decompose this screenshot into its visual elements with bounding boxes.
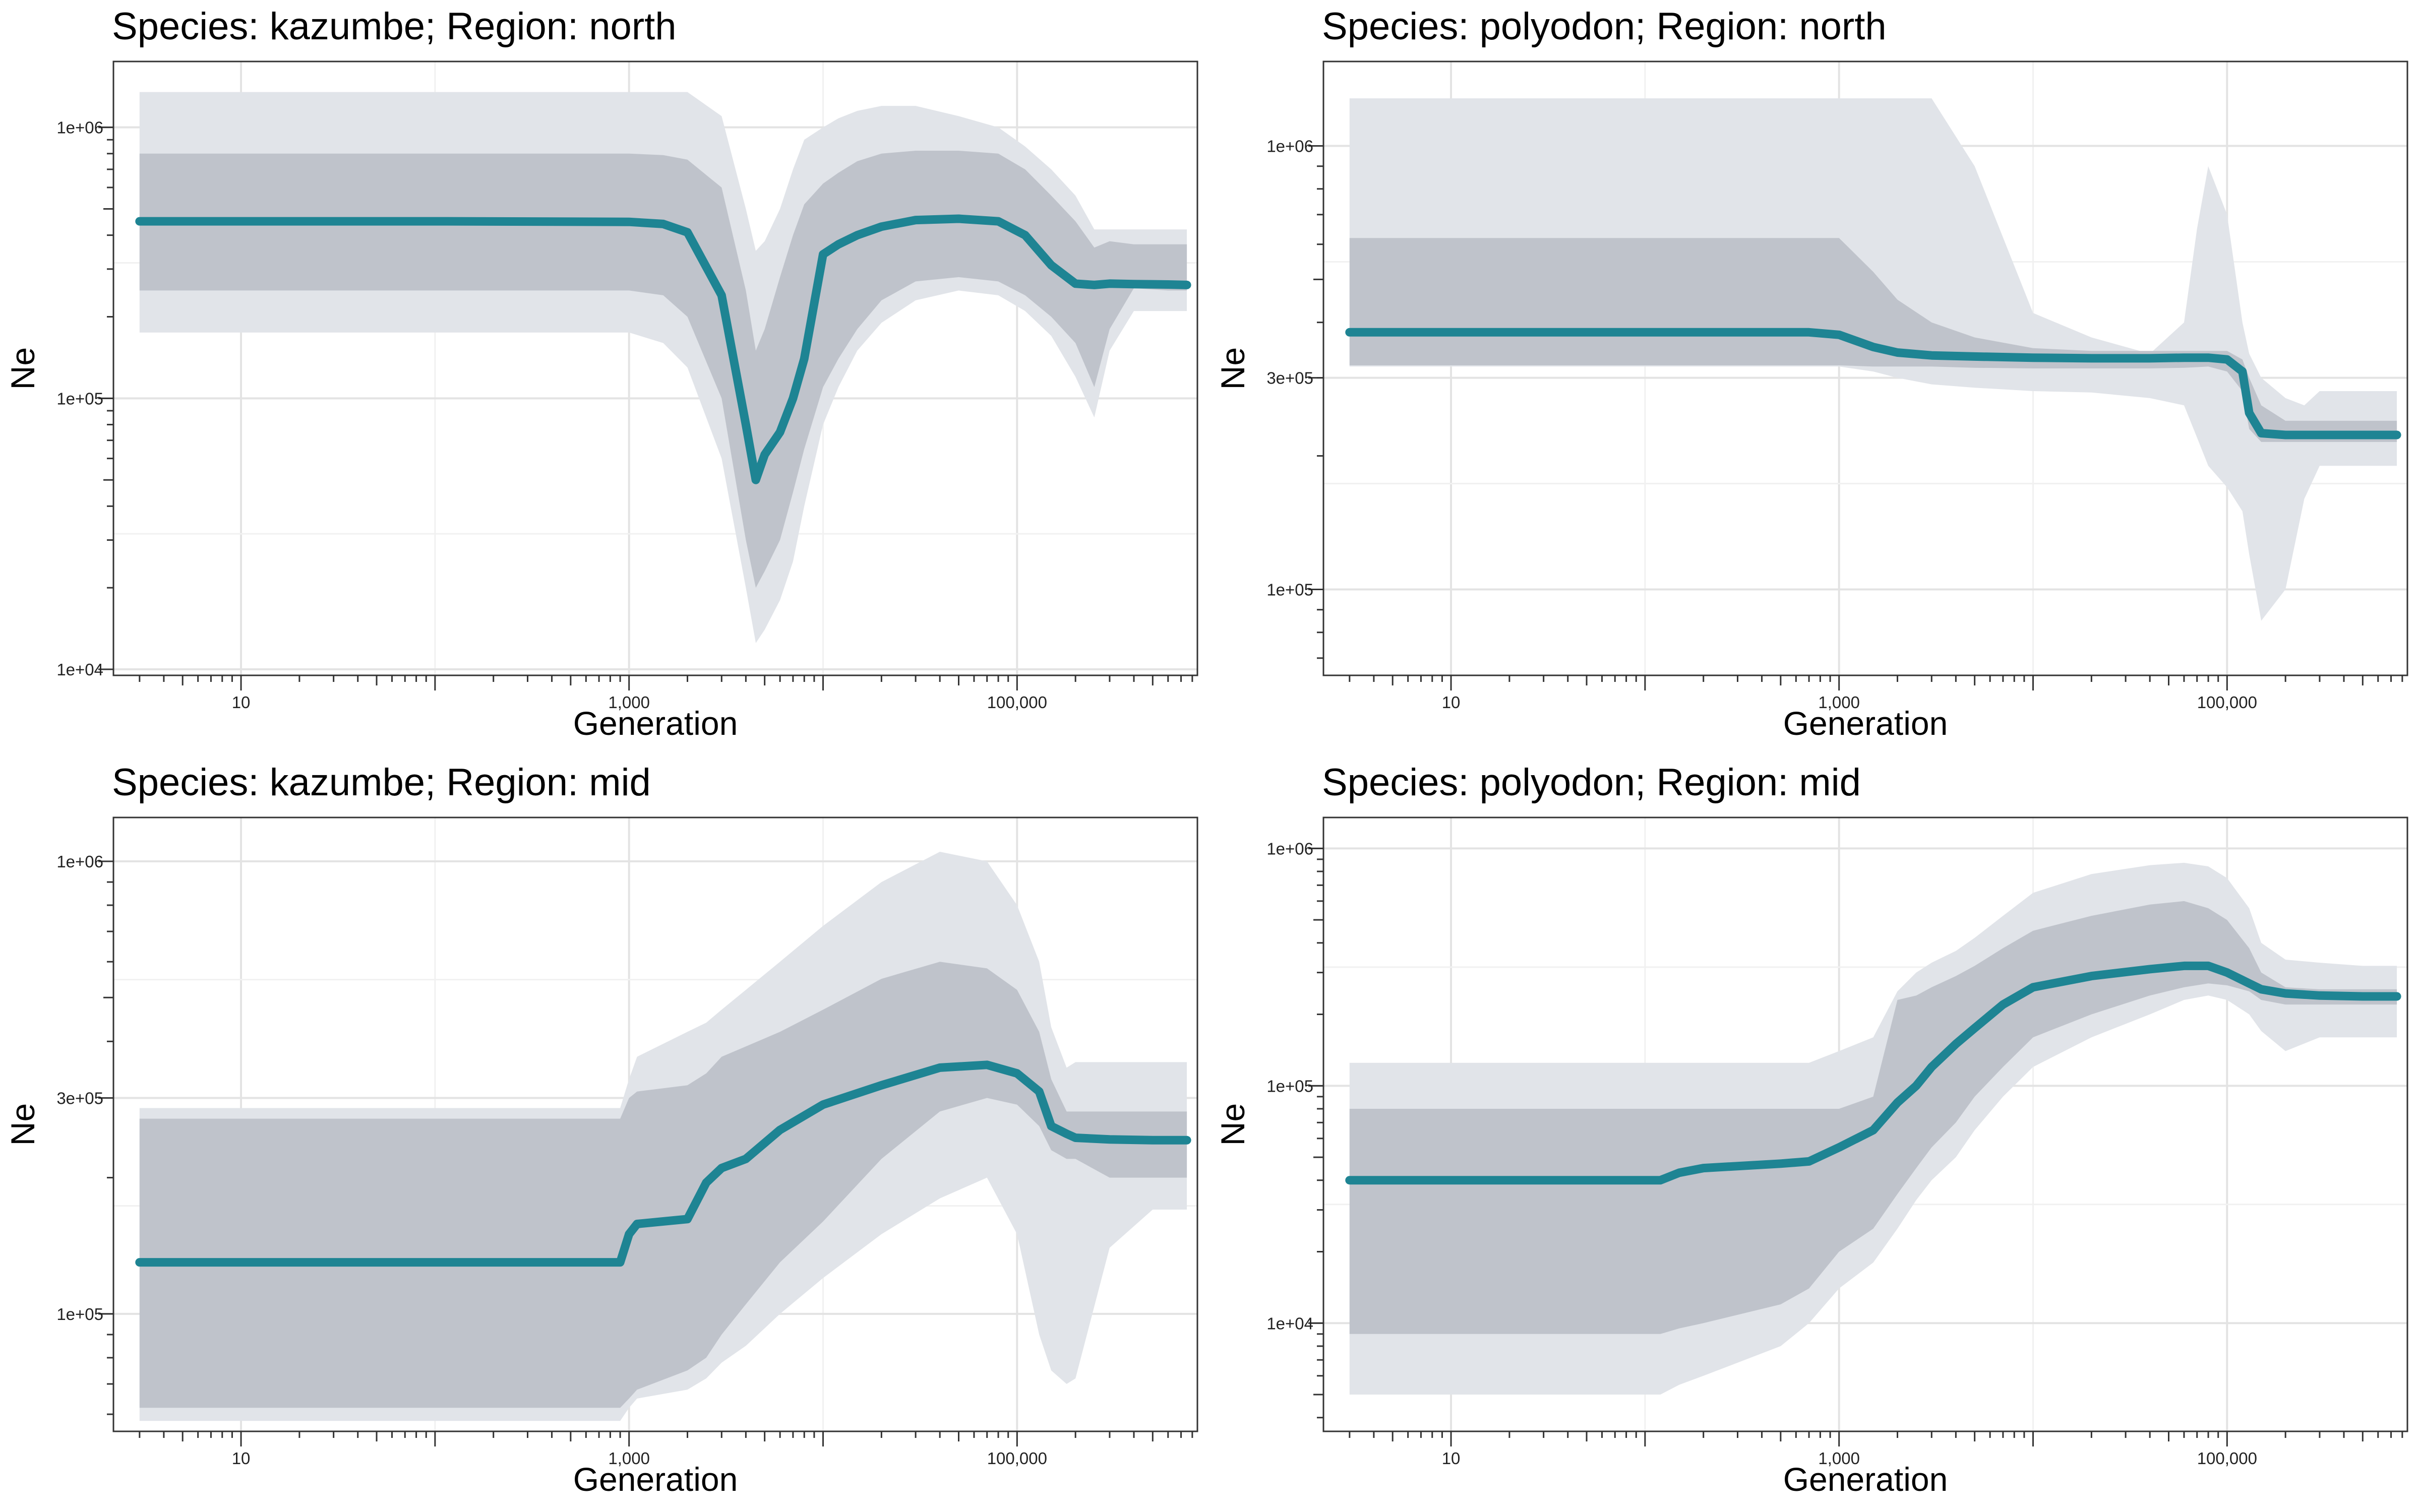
y-tick-label: 1e+06 xyxy=(1266,839,1313,858)
series-group xyxy=(1345,862,2401,1395)
y-tick-label: 1e+06 xyxy=(56,852,103,871)
x-axis-label: Generation xyxy=(573,705,738,742)
x-tick-label: 100,000 xyxy=(987,1449,1047,1468)
y-axis-label: Ne xyxy=(1214,1103,1251,1146)
plot-border xyxy=(1322,816,2408,1432)
x-axis-label: Generation xyxy=(573,1461,738,1498)
series-group xyxy=(135,852,1191,1421)
y-tick-label: 3e+05 xyxy=(1266,369,1313,388)
chart-svg: 10 1,000 100,000 1e+04 1e+05 1e+06 Species: po… xyxy=(1214,761,2408,1498)
y-axis: 1e+05 3e+05 1e+06 xyxy=(1266,137,1323,659)
y-tick-label: 1e+04 xyxy=(1266,1314,1313,1333)
panel-title: Species: polyodon; Region: north xyxy=(1322,5,1887,48)
x-tick-label: 1,000 xyxy=(608,1449,650,1468)
y-axis: 1e+05 3e+05 1e+06 xyxy=(56,852,113,1415)
inner-confidence-band xyxy=(1349,238,2397,442)
panel-kazumbe-north: 10 1,000 100,000 1e+04 1e+05 1e+06 Species: ka… xyxy=(0,0,1210,756)
median-line xyxy=(1345,328,2401,439)
x-tick-label: 10 xyxy=(232,1449,251,1468)
plot-border xyxy=(1322,60,2408,676)
x-tick-label: 1,000 xyxy=(1818,1449,1860,1468)
y-tick-label: 1e+06 xyxy=(1266,137,1313,155)
series-group xyxy=(135,92,1191,643)
chart-svg: 10 1,000 100,000 1e+04 1e+05 1e+06 Species: ka… xyxy=(4,5,1198,742)
panel-title: Species: kazumbe; Region: mid xyxy=(112,761,651,804)
x-tick-label: 100,000 xyxy=(2197,693,2257,712)
x-axis: 10 1,000 100,000 xyxy=(139,675,1193,712)
plot-border xyxy=(112,60,1198,676)
median-line xyxy=(135,214,1191,484)
y-tick-label: 1e+05 xyxy=(1266,1077,1313,1095)
y-tick-label: 1e+06 xyxy=(56,118,103,137)
panel-polyodon-north: 10 1,000 100,000 1e+05 3e+05 1e+06 Species: po… xyxy=(1210,0,2420,756)
y-axis-label: Ne xyxy=(4,347,41,390)
chart-svg: 10 1,000 100,000 1e+05 3e+05 1e+06 Species: po… xyxy=(1214,5,2408,742)
x-tick-label: 10 xyxy=(1442,1449,1461,1468)
series-group xyxy=(1345,98,2401,621)
x-axis: 10 1,000 100,000 xyxy=(1349,675,2403,712)
inner-confidence-band xyxy=(139,151,1187,588)
y-tick-label: 1e+04 xyxy=(56,660,103,679)
median-line xyxy=(1345,961,2401,1185)
panel-kazumbe-mid: 10 1,000 100,000 1e+05 3e+05 1e+06 Species: ka… xyxy=(0,756,1210,1512)
panel-polyodon-mid: 10 1,000 100,000 1e+04 1e+05 1e+06 Species: po… xyxy=(1210,756,2420,1512)
x-tick-label: 1,000 xyxy=(608,693,650,712)
y-axis-label: Ne xyxy=(1214,347,1251,390)
y-axis: 1e+04 1e+05 1e+06 xyxy=(56,118,113,679)
median-line xyxy=(135,1060,1191,1267)
y-tick-label: 1e+05 xyxy=(56,389,103,408)
y-axis-label: Ne xyxy=(4,1103,41,1146)
y-tick-label: 1e+05 xyxy=(56,1305,103,1324)
x-tick-label: 1,000 xyxy=(1818,693,1860,712)
x-axis-label: Generation xyxy=(1783,1461,1948,1498)
y-axis: 1e+04 1e+05 1e+06 xyxy=(1266,839,1323,1419)
y-tick-label: 3e+05 xyxy=(56,1089,103,1107)
chart-svg: 10 1,000 100,000 1e+05 3e+05 1e+06 Species: ka… xyxy=(4,761,1198,1498)
y-tick-label: 1e+05 xyxy=(1266,580,1313,599)
panel-title: Species: kazumbe; Region: north xyxy=(112,5,677,48)
x-axis: 10 1,000 100,000 xyxy=(139,1431,1193,1468)
plot-border xyxy=(112,816,1198,1432)
panel-title: Species: polyodon; Region: mid xyxy=(1322,761,1861,804)
x-axis-label: Generation xyxy=(1783,705,1948,742)
x-tick-label: 10 xyxy=(232,693,251,712)
x-tick-label: 10 xyxy=(1442,693,1461,712)
x-axis: 10 1,000 100,000 xyxy=(1349,1431,2403,1468)
inner-confidence-band xyxy=(1349,901,2397,1334)
x-tick-label: 100,000 xyxy=(2197,1449,2257,1468)
x-tick-label: 100,000 xyxy=(987,693,1047,712)
